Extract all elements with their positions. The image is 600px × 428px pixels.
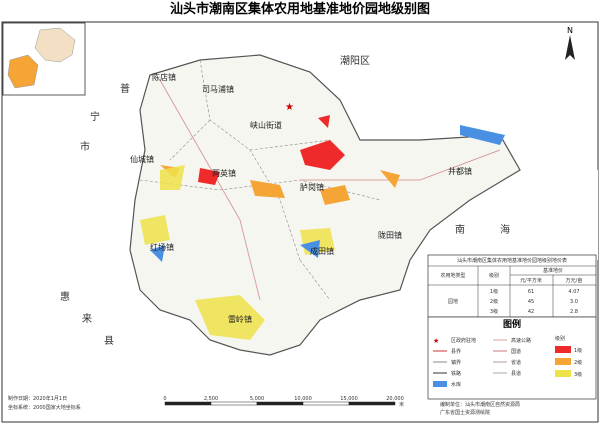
map-title: 汕头市潮南区集体农用地基准地价园地级别图 — [170, 1, 430, 17]
table-cell: 3.0 — [570, 299, 578, 305]
scale-label: 15,000 — [340, 396, 358, 402]
region-label: 普 — [120, 82, 130, 95]
legend-label: 2级 — [574, 359, 582, 366]
table-cell: 45 — [528, 299, 534, 305]
legend-label: 镇界 — [451, 359, 461, 366]
region-label: 潮阳区 — [340, 54, 370, 67]
footer-text: 编制单位：汕头市潮南区自然资源局 — [440, 401, 520, 408]
level-1-patches — [198, 115, 345, 185]
table-cell: 4.07 — [568, 289, 579, 295]
town-label: 两英镇 — [212, 168, 236, 178]
town-label: 陇田镇 — [378, 230, 402, 240]
town-label: 成田镇 — [310, 246, 334, 256]
scale-segment — [256, 401, 304, 406]
scale-label: 5,000 — [250, 396, 264, 402]
price-table: 汕头市潮南区集体农用地基准地价园地级别地价表 农用地类型 级别 基准地价 元/平… — [427, 254, 597, 318]
table-header: 级别 — [489, 272, 499, 279]
scale-segment — [348, 401, 396, 406]
legend-label: 1级 — [574, 347, 582, 354]
legend-swatch — [555, 370, 571, 377]
region-label: 市 — [80, 140, 90, 153]
level-3-patches — [140, 165, 335, 340]
table-header: 农用地类型 — [440, 272, 465, 279]
table-cell: 61 — [528, 289, 534, 295]
scale-segment — [302, 401, 350, 406]
town-label: 胪岗镇 — [300, 182, 324, 192]
region-label: 惠 — [60, 290, 70, 303]
region-label: 南 — [455, 223, 465, 236]
legend-level-title: 级别 — [555, 335, 565, 342]
north-label: N — [567, 26, 573, 35]
footer-text: 广东省国土资源测绘院 — [440, 409, 490, 416]
government-star: ★ — [285, 102, 294, 113]
legend-swatch — [555, 346, 571, 353]
town-label: 雷岭镇 — [228, 314, 252, 324]
legend-label: 水库 — [451, 381, 461, 388]
region-label: 宁 — [90, 110, 100, 123]
table-cell: 42 — [528, 309, 534, 315]
legend-symbol — [433, 381, 447, 387]
region-label: 海 — [500, 223, 510, 236]
table-header: 万元/亩 — [566, 277, 583, 284]
table-cell: 2.8 — [570, 309, 578, 315]
legend-label: 县道 — [511, 370, 521, 377]
legend-title: 图例 — [503, 318, 521, 330]
footer-text: 制作日期：2020年1月1日 — [8, 395, 67, 402]
legend-label: 3级 — [574, 371, 582, 378]
roads — [159, 79, 501, 301]
footer-text: 坐标系统：2000国家大地坐标系 — [8, 404, 81, 411]
town-label: 仙城镇 — [130, 154, 154, 164]
legend-label: 省道 — [511, 359, 521, 366]
scale-segment — [164, 401, 212, 406]
legend-label: 铁路 — [451, 370, 461, 377]
legend-swatch — [555, 358, 571, 365]
level-2-patches — [160, 165, 400, 205]
scale-label: 20,000 — [386, 396, 404, 402]
region-label: 来 — [82, 313, 92, 325]
region-label: 县 — [104, 335, 114, 347]
scale-unit: 米 — [399, 401, 404, 408]
legend-label: 国道 — [511, 348, 521, 355]
table-title: 汕头市潮南区集体农用地基准地价园地级别地价表 — [457, 257, 567, 264]
legend-label: 区政府驻地 — [451, 337, 476, 344]
table-cell: 3级 — [490, 308, 498, 315]
scale-label: 10,000 — [294, 396, 312, 402]
table-header: 元/平方米 — [520, 277, 542, 284]
town-label: 司马浦镇 — [202, 84, 234, 94]
town-label: 峡山街道 — [250, 120, 282, 130]
north-arrow — [565, 35, 575, 60]
town-label: 陈店镇 — [152, 72, 176, 82]
table-cell: 园地 — [448, 298, 458, 305]
town-label: 井都镇 — [448, 166, 472, 176]
inset-highlight — [7, 54, 39, 89]
legend-label: 高速公路 — [511, 337, 531, 344]
scale-segment — [210, 401, 258, 406]
scale-label: 2,500 — [204, 396, 218, 402]
legend-label: 县界 — [451, 349, 461, 355]
table-cell: 1级 — [490, 288, 498, 295]
town-label: 红场镇 — [150, 242, 174, 252]
legend-symbol: ★ — [433, 337, 439, 345]
scale-label: 0 — [163, 396, 166, 402]
table-cell: 2级 — [490, 298, 498, 305]
inset-region — [34, 27, 76, 63]
table-header: 基准地价 — [543, 267, 563, 274]
